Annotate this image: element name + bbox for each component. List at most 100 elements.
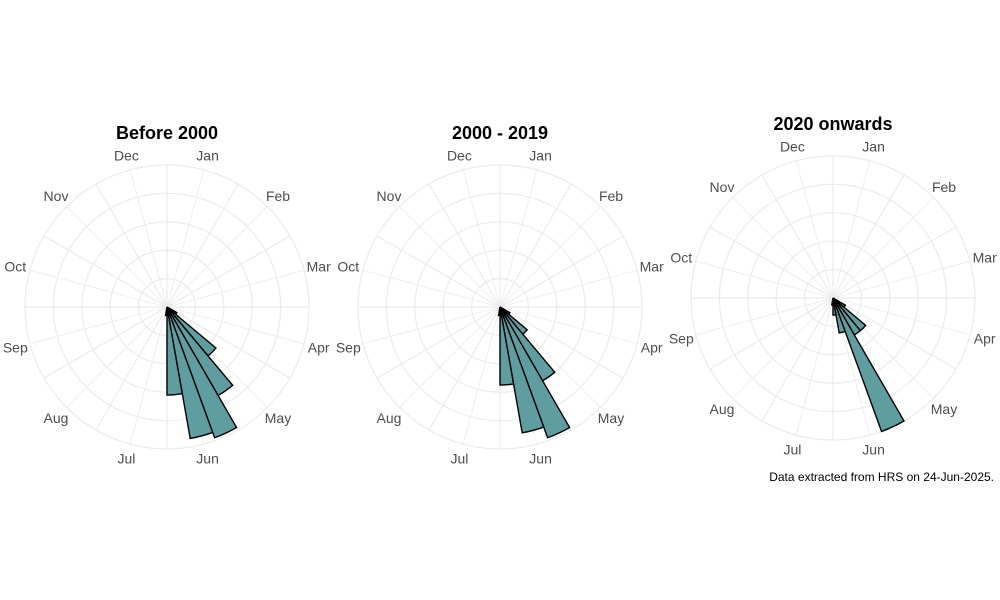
polar-bar	[166, 306, 238, 439]
grid-spoke	[376, 306, 501, 379]
grid-spoke	[166, 306, 305, 345]
grid-spoke	[376, 235, 501, 308]
grid-spoke	[166, 269, 305, 308]
grid-spoke	[695, 260, 834, 299]
polar-bar	[832, 297, 905, 433]
grid-spoke	[832, 260, 971, 299]
month-label-nov: Nov	[44, 188, 69, 204]
polar-bar	[832, 297, 847, 334]
polar-bar	[499, 306, 571, 439]
polar-chart-1: Jan Feb Mar Apr May Jun Jul Aug Sep Oct Nov Dec Befo…	[3, 123, 331, 467]
grid-spoke	[732, 197, 834, 299]
grid-spoke	[166, 206, 268, 308]
grid-spoke	[832, 160, 871, 299]
grid-spoke	[832, 297, 957, 370]
grid-spoke	[66, 306, 168, 408]
month-label-may: May	[265, 410, 291, 426]
panel-title: Before 2000	[116, 123, 218, 143]
grid-spoke	[761, 297, 834, 422]
month-label-aug: Aug	[710, 401, 735, 417]
grid-spoke	[499, 306, 638, 345]
grid-spoke	[399, 206, 501, 308]
polar-bar	[499, 306, 515, 386]
grid-spoke	[29, 306, 168, 345]
grid-spoke	[399, 306, 501, 408]
grid-spoke	[499, 169, 538, 308]
grid-spoke	[129, 169, 168, 308]
month-label-oct: Oct	[670, 249, 692, 265]
grid-spoke	[95, 183, 168, 308]
polar-bar	[830, 297, 834, 306]
grid-spoke	[832, 226, 957, 299]
polar-bar	[166, 306, 214, 440]
grid-spoke	[362, 269, 501, 308]
grid-spoke	[362, 306, 501, 345]
grid-spoke	[709, 297, 834, 370]
polar-bar	[832, 297, 837, 316]
grid-spoke	[166, 306, 291, 379]
grid-spoke	[761, 174, 834, 299]
month-label-feb: Feb	[932, 179, 956, 195]
panel-title: 2000 - 2019	[452, 123, 548, 143]
month-label-aug: Aug	[44, 410, 69, 426]
month-label-sep: Sep	[3, 340, 28, 356]
month-label-sep: Sep	[669, 331, 694, 347]
month-label-jun: Jun	[529, 451, 552, 467]
grid-spoke	[795, 297, 834, 436]
grid-spoke	[499, 306, 624, 379]
grid-spoke	[499, 183, 572, 308]
month-label-dec: Dec	[447, 147, 472, 163]
grid-spoke	[732, 297, 834, 399]
month-label-jul: Jul	[450, 451, 468, 467]
month-label-feb: Feb	[266, 188, 290, 204]
grid-spoke	[499, 235, 624, 308]
month-label-feb: Feb	[599, 188, 623, 204]
month-label-apr: Apr	[974, 331, 996, 347]
grid-spoke	[462, 169, 501, 308]
polar-bar	[499, 306, 545, 434]
month-label-jun: Jun	[196, 451, 219, 467]
grid-spoke	[428, 183, 501, 308]
month-label-mar: Mar	[307, 258, 331, 274]
month-label-jun: Jun	[862, 442, 885, 458]
polar-bar	[166, 306, 184, 396]
month-label-jul: Jul	[117, 451, 135, 467]
month-label-nov: Nov	[710, 179, 735, 195]
month-label-apr: Apr	[308, 340, 330, 356]
month-label-jan: Jan	[862, 138, 885, 154]
grid-spoke	[66, 206, 168, 308]
month-label-dec: Dec	[114, 147, 139, 163]
month-label-jul: Jul	[783, 442, 801, 458]
month-label-may: May	[931, 401, 957, 417]
grid-spoke	[499, 206, 601, 308]
month-label-oct: Oct	[4, 258, 26, 274]
grid-spoke	[166, 235, 291, 308]
month-label-apr: Apr	[641, 340, 663, 356]
month-label-oct: Oct	[337, 258, 359, 274]
data-source-caption: Data extracted from HRS on 24-Jun-2025.	[769, 470, 994, 484]
grid-spoke	[832, 174, 905, 299]
grid-spoke	[29, 269, 168, 308]
polar-chart-3: Jan Feb Mar Apr May Jun Jul Aug Sep Oct Nov Dec 2020…	[669, 114, 997, 458]
grid-spoke	[795, 160, 834, 299]
month-label-sep: Sep	[336, 340, 361, 356]
month-label-aug: Aug	[377, 410, 402, 426]
month-label-jan: Jan	[529, 147, 552, 163]
grid-spoke	[166, 169, 205, 308]
month-label-jan: Jan	[196, 147, 219, 163]
polar-bar	[164, 306, 168, 317]
month-label-nov: Nov	[377, 188, 402, 204]
grid-spoke	[166, 183, 239, 308]
month-label-may: May	[598, 410, 624, 426]
grid-spoke	[462, 306, 501, 445]
grid-spoke	[832, 197, 934, 299]
month-label-dec: Dec	[780, 138, 805, 154]
polar-bar	[497, 306, 501, 317]
grid-spoke	[43, 235, 168, 308]
grid-spoke	[499, 269, 638, 308]
grid-spoke	[129, 306, 168, 445]
month-label-mar: Mar	[973, 249, 997, 265]
month-label-mar: Mar	[640, 258, 664, 274]
polar-chart-2: Jan Feb Mar Apr May Jun Jul Aug Sep Oct Nov Dec 2000…	[336, 123, 664, 467]
